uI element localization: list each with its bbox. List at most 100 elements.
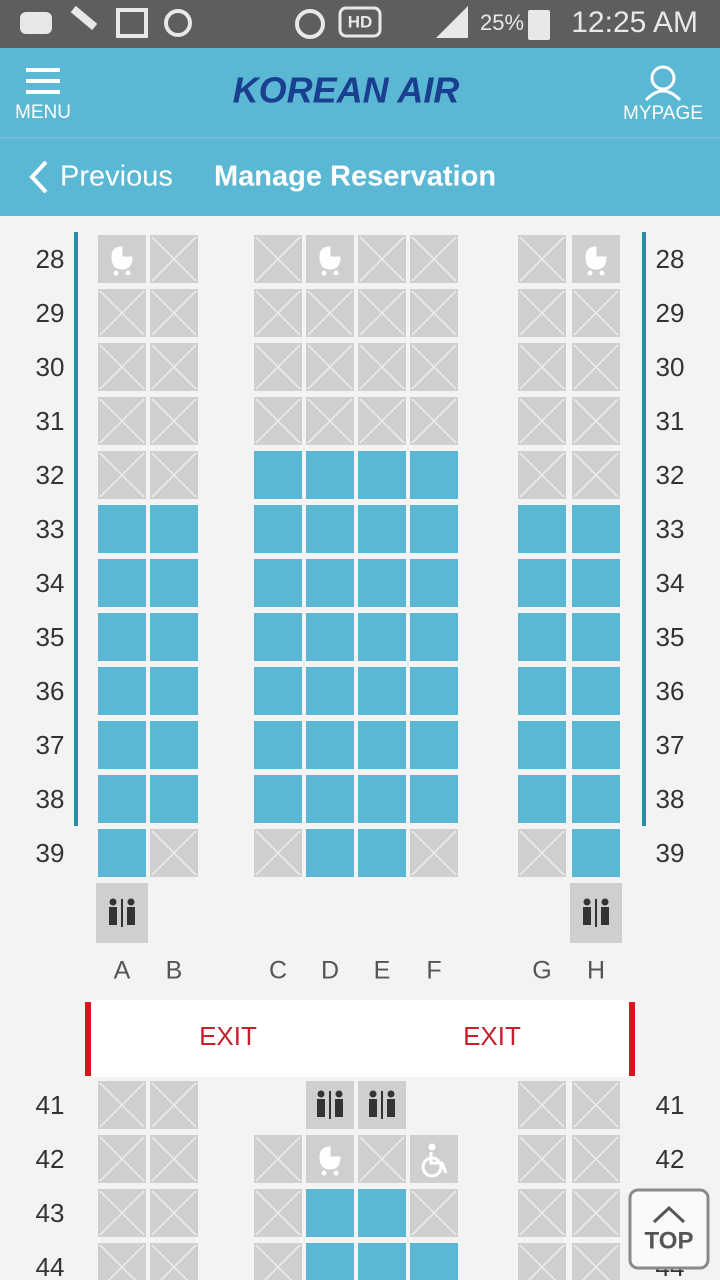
seat-available[interactable] [150, 613, 198, 661]
mypage-button[interactable]: MYPAGE [623, 65, 703, 124]
lav-icon [109, 907, 117, 925]
seat-available[interactable] [572, 829, 620, 877]
back-button[interactable]: Previous [29, 160, 173, 194]
seat-available[interactable] [98, 613, 146, 661]
seat-available[interactable] [306, 721, 354, 769]
seat-available[interactable] [410, 667, 458, 715]
seat-available[interactable] [254, 667, 302, 715]
seat [254, 1135, 302, 1183]
seat-available[interactable] [410, 559, 458, 607]
row-number: 29 [36, 298, 65, 328]
seat-available[interactable] [358, 721, 406, 769]
seat-available[interactable] [572, 613, 620, 661]
seat-available[interactable] [254, 613, 302, 661]
seat-available[interactable] [306, 559, 354, 607]
seat-available[interactable] [150, 721, 198, 769]
seat-available[interactable] [98, 505, 146, 553]
seat-available[interactable] [572, 775, 620, 823]
seat-available[interactable] [358, 775, 406, 823]
seat-cross [255, 236, 301, 282]
seat-available[interactable] [410, 451, 458, 499]
column-label: H [587, 957, 605, 985]
seat-available[interactable] [518, 721, 566, 769]
seat-available[interactable] [306, 775, 354, 823]
seat-available[interactable] [572, 559, 620, 607]
bassinet-icon [321, 1170, 327, 1176]
seat-available[interactable] [306, 1189, 354, 1237]
lav-icon [583, 907, 591, 925]
seat [358, 1081, 406, 1129]
column-label: G [532, 957, 551, 985]
seat-available[interactable] [410, 721, 458, 769]
menu-button[interactable]: MENU [15, 68, 71, 123]
seat-available[interactable] [518, 613, 566, 661]
seat [150, 451, 198, 499]
seat-available[interactable] [306, 613, 354, 661]
seat-available[interactable] [98, 829, 146, 877]
seat-available[interactable] [254, 451, 302, 499]
seat-available[interactable] [358, 505, 406, 553]
row-number: 30 [656, 352, 685, 382]
seat-box [306, 829, 354, 877]
seat-available[interactable] [410, 775, 458, 823]
seat-available[interactable] [254, 775, 302, 823]
seat-available[interactable] [518, 505, 566, 553]
seat-available[interactable] [306, 829, 354, 877]
seat-available[interactable] [150, 505, 198, 553]
seat-available[interactable] [254, 505, 302, 553]
seat-available[interactable] [572, 667, 620, 715]
seat-available[interactable] [410, 505, 458, 553]
seat [358, 1135, 406, 1183]
seat-cross [527, 1244, 565, 1280]
seat-available[interactable] [358, 559, 406, 607]
row-number: 44 [36, 1252, 65, 1280]
seat-box [98, 613, 146, 661]
top-button[interactable]: TOP [628, 1188, 710, 1270]
seat-cross [519, 1190, 565, 1236]
bassinet-icon [333, 270, 339, 276]
seat-available[interactable] [98, 559, 146, 607]
seat-available[interactable] [98, 721, 146, 769]
seat-available[interactable] [518, 559, 566, 607]
back-label: Previous [60, 161, 173, 193]
seat-cross [573, 452, 619, 498]
seat [572, 235, 620, 283]
seat [410, 235, 458, 283]
seat-available[interactable] [358, 829, 406, 877]
seat-available[interactable] [254, 721, 302, 769]
seat-available[interactable] [306, 505, 354, 553]
seat-cross [519, 398, 565, 444]
seat-available[interactable] [98, 667, 146, 715]
lav-icon [601, 898, 609, 906]
seat-available[interactable] [572, 505, 620, 553]
seat-available[interactable] [518, 667, 566, 715]
exit-label: EXIT [199, 1021, 257, 1051]
seat-available[interactable] [410, 1243, 458, 1280]
seat-available[interactable] [150, 775, 198, 823]
row-number: 43 [36, 1198, 65, 1228]
seat-box [306, 613, 354, 661]
seat [150, 1081, 198, 1129]
seat-box [306, 1243, 354, 1280]
seat-available[interactable] [518, 775, 566, 823]
seat-available[interactable] [358, 1243, 406, 1280]
seat-available[interactable] [572, 721, 620, 769]
seat-available[interactable] [306, 451, 354, 499]
seat-available[interactable] [358, 667, 406, 715]
seat-box [518, 721, 566, 769]
bassinet-icon [113, 270, 119, 276]
seat-box [254, 613, 302, 661]
seat-available[interactable] [254, 559, 302, 607]
seat-available[interactable] [358, 613, 406, 661]
seat-available[interactable] [98, 775, 146, 823]
seat-available[interactable] [358, 1189, 406, 1237]
seat-cross [519, 1082, 565, 1128]
row-number: 31 [656, 406, 685, 436]
seat-available[interactable] [150, 667, 198, 715]
seat-available[interactable] [358, 451, 406, 499]
seat-available[interactable] [150, 559, 198, 607]
seat-available[interactable] [306, 667, 354, 715]
seat-available[interactable] [410, 613, 458, 661]
seat-available[interactable] [306, 1243, 354, 1280]
